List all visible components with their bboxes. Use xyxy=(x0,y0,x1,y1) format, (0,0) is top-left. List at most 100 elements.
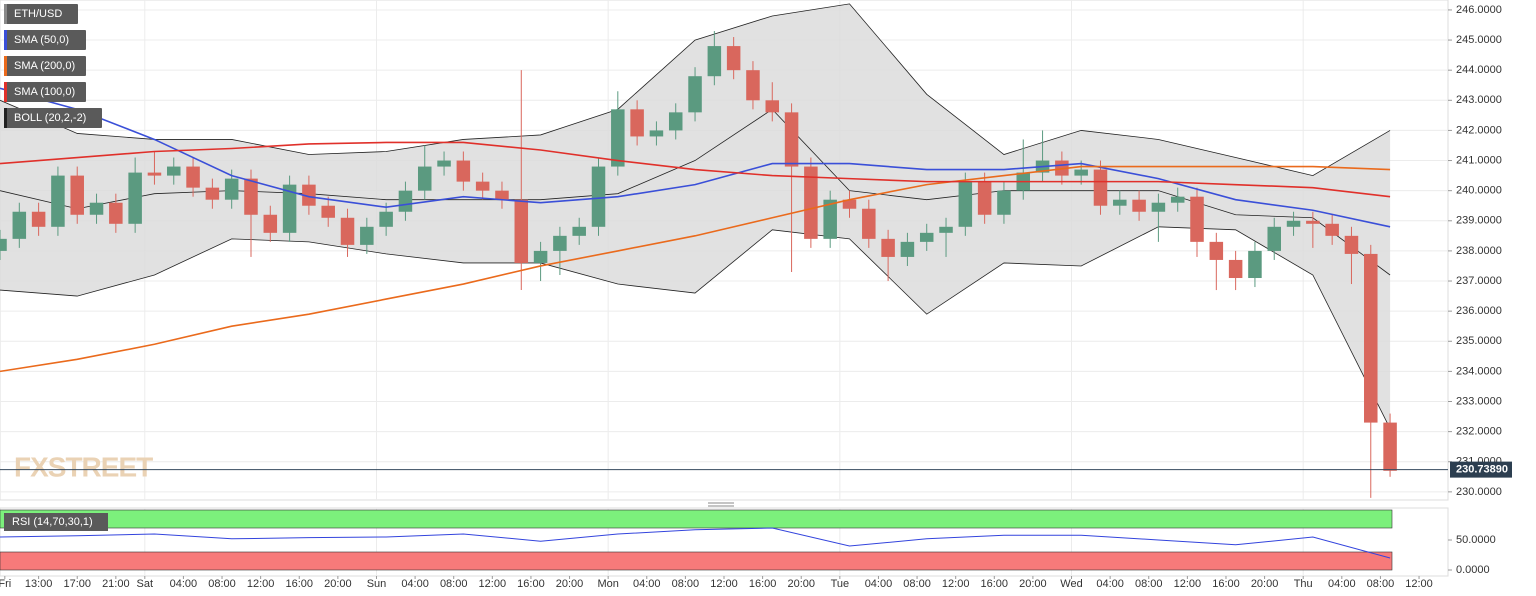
x-tick-label: 04:00 xyxy=(1096,578,1124,590)
candle-body xyxy=(688,76,702,113)
y-tick-label: 236.0000 xyxy=(1456,305,1502,317)
candle-body xyxy=(707,46,722,77)
candle-body xyxy=(939,226,953,233)
x-tick-label: 16:00 xyxy=(1212,578,1240,590)
candle-body xyxy=(668,112,683,131)
x-tick-label: 08:00 xyxy=(440,578,468,590)
candle-body xyxy=(89,202,104,215)
x-tick-label: 20:00 xyxy=(1251,578,1279,590)
x-tick-label: 04:00 xyxy=(633,578,661,590)
x-tick-label: Sun xyxy=(367,578,387,590)
candle-body xyxy=(475,181,490,191)
y-tick-label: 237.0000 xyxy=(1456,275,1502,287)
candle-body xyxy=(186,166,200,188)
candle-body xyxy=(1228,259,1243,279)
y-tick-label: 238.0000 xyxy=(1456,245,1502,257)
bollinger-upper xyxy=(0,3,1391,177)
x-tick-label: 08:00 xyxy=(1367,578,1395,590)
y-tick-label: 242.0000 xyxy=(1456,124,1502,136)
candle-body xyxy=(591,166,606,227)
legend-box xyxy=(4,108,102,128)
rsi-line xyxy=(0,527,1391,559)
legend-swatch xyxy=(4,30,7,50)
candle-body xyxy=(1344,235,1359,254)
y-tick-label: 243.0000 xyxy=(1456,94,1502,106)
candle-body xyxy=(398,190,413,212)
candle-body xyxy=(572,226,586,236)
candle-body xyxy=(1113,199,1127,206)
legend-box xyxy=(4,30,86,50)
rsi-legend[interactable]: RSI (14,70,30,1) xyxy=(4,513,108,531)
y-tick-label: 239.0000 xyxy=(1456,215,1502,227)
candle-body xyxy=(0,238,7,251)
legend-item[interactable]: SMA (200,0) xyxy=(4,56,86,76)
x-tick-label: 20:00 xyxy=(1019,578,1047,590)
candle-body xyxy=(282,184,297,233)
candle-body xyxy=(1151,202,1166,212)
y-tick-label: 233.0000 xyxy=(1456,395,1502,407)
legend-swatch xyxy=(4,4,7,24)
candle-body xyxy=(12,211,27,239)
rsi-tick-label: 0.0000 xyxy=(1456,564,1490,576)
candle-body xyxy=(842,199,857,209)
candle-body xyxy=(147,172,162,176)
candle-body xyxy=(514,199,529,263)
y-tick-label: 241.0000 xyxy=(1456,154,1502,166)
candle-body xyxy=(1132,199,1146,212)
legend-box xyxy=(4,4,78,24)
x-tick-label: 20:00 xyxy=(324,578,352,590)
x-tick-label: 04:00 xyxy=(1328,578,1356,590)
sma-line xyxy=(0,165,1391,373)
x-tick-label: 08:00 xyxy=(903,578,931,590)
x-tick-label: 16:00 xyxy=(517,578,545,590)
legend-item[interactable]: BOLL (20,2,-2) xyxy=(4,108,102,128)
candle-body xyxy=(804,166,818,239)
legend-item[interactable]: SMA (100,0) xyxy=(4,82,86,102)
candle-body xyxy=(302,184,316,206)
candle-body xyxy=(746,70,760,101)
x-tick-label: 08:00 xyxy=(208,578,236,590)
candle-body xyxy=(263,214,278,233)
x-tick-label: 04:00 xyxy=(170,578,198,590)
legend-label: ETH/USD xyxy=(14,8,62,20)
candle-body xyxy=(31,211,46,227)
candle-body xyxy=(1364,253,1378,423)
candle-body xyxy=(379,211,393,227)
candle-body xyxy=(611,109,625,167)
candle-body xyxy=(70,175,84,215)
candle-body xyxy=(862,208,876,239)
legend-item[interactable]: ETH/USD xyxy=(4,4,78,24)
legend-label: RSI (14,70,30,1) xyxy=(12,516,93,528)
x-tick-label: 16:00 xyxy=(981,578,1009,590)
candle-body xyxy=(167,166,181,176)
watermark: FXSTREET xyxy=(14,451,153,482)
x-tick-label: 16:00 xyxy=(285,578,313,590)
x-tick-label: 12:00 xyxy=(710,578,738,590)
candle-body xyxy=(919,232,934,242)
legend-swatch xyxy=(4,56,7,76)
legend-item[interactable]: SMA (50,0) xyxy=(4,30,86,50)
candle-body xyxy=(1267,226,1281,251)
x-tick-label: 12:00 xyxy=(247,578,275,590)
x-tick-label: 20:00 xyxy=(556,578,584,590)
rsi-tick-label: 50.0000 xyxy=(1456,534,1496,546)
y-tick-label: 240.0000 xyxy=(1456,185,1502,197)
candle-body xyxy=(881,238,895,257)
candle-body xyxy=(1248,250,1262,279)
x-tick-label: 12:00 xyxy=(1405,578,1433,590)
legend-label: SMA (200,0) xyxy=(14,60,75,72)
y-tick-label: 244.0000 xyxy=(1456,64,1502,76)
candle-body xyxy=(1074,169,1088,176)
rsi-oversold-zone xyxy=(0,551,1393,571)
x-tick-label: 12:00 xyxy=(942,578,970,590)
candle-body xyxy=(1209,241,1224,260)
x-tick-label: 16:00 xyxy=(749,578,777,590)
bollinger-band xyxy=(0,3,1391,429)
candle-body xyxy=(128,172,142,224)
candle-body xyxy=(417,166,432,191)
x-tick-label: Tue xyxy=(831,578,850,590)
candle-body xyxy=(495,190,509,200)
candle-body xyxy=(109,202,123,224)
y-tick-label: 246.0000 xyxy=(1456,4,1502,16)
x-tick-label: 13:00 xyxy=(25,578,53,590)
